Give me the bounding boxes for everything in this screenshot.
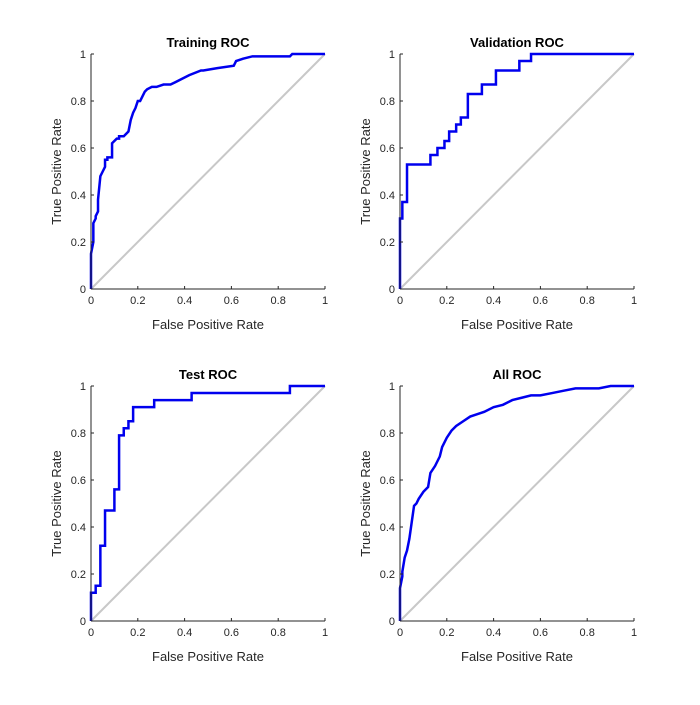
- chart-title: Training ROC: [166, 35, 250, 50]
- y-tick-label: 0.8: [380, 96, 395, 108]
- y-tick-label: 0.6: [71, 143, 86, 155]
- x-tick-label: 0.2: [130, 627, 145, 639]
- x-tick-label: 0.4: [486, 627, 501, 639]
- y-tick-label: 0.6: [380, 143, 395, 155]
- x-tick-label: 0.6: [533, 295, 548, 307]
- x-tick-label: 0: [397, 295, 403, 307]
- x-tick-label: 0: [397, 627, 403, 639]
- x-axis-label: False Positive Rate: [152, 317, 264, 332]
- y-axis-label: True Positive Rate: [49, 450, 64, 556]
- x-tick-label: 0.6: [224, 295, 239, 307]
- x-tick-label: 0: [88, 295, 94, 307]
- x-tick-label: 0.8: [580, 627, 595, 639]
- x-tick-label: 1: [322, 627, 328, 639]
- roc-panel-2: 0 0.2 0.4 0.6 0.8 1 0 0.2 0.4 0.6 0.8 1 Test ROC Fals…: [49, 367, 328, 664]
- y-tick-label: 0.4: [71, 190, 86, 202]
- y-tick-label: 0.8: [71, 96, 86, 108]
- y-tick-label: 0: [80, 284, 86, 296]
- x-tick-label: 0.2: [439, 295, 454, 307]
- y-tick-label: 1: [80, 381, 86, 393]
- x-tick-label: 0.2: [439, 627, 454, 639]
- x-tick-label: 0.2: [130, 295, 145, 307]
- x-tick-label: 0.8: [271, 627, 286, 639]
- y-axis-label: True Positive Rate: [358, 450, 373, 556]
- y-tick-label: 0.6: [71, 475, 86, 487]
- roc-curve-line: [398, 52, 634, 289]
- roc-panel-0: 0 0.2 0.4 0.6 0.8 1 0 0.2 0.4 0.6 0.8 1 Training ROC…: [49, 35, 328, 332]
- y-tick-label: 0.2: [71, 237, 86, 249]
- x-tick-label: 0.6: [533, 627, 548, 639]
- x-tick-label: 0: [88, 627, 94, 639]
- roc-panel-1: 0 0.2 0.4 0.6 0.8 1 0 0.2 0.4 0.6 0.8 1 Validation R…: [358, 35, 637, 332]
- y-axis-label: True Positive Rate: [358, 118, 373, 224]
- y-tick-label: 1: [80, 49, 86, 61]
- y-tick-label: 0.4: [380, 522, 395, 534]
- x-tick-label: 0.4: [486, 295, 501, 307]
- y-tick-label: 0: [80, 616, 86, 628]
- x-tick-label: 1: [322, 295, 328, 307]
- reference-diagonal-line: [90, 53, 326, 290]
- chart-title: Validation ROC: [470, 35, 565, 50]
- roc-curve-line: [89, 384, 325, 621]
- chart-title: All ROC: [492, 367, 542, 382]
- reference-diagonal-line: [399, 53, 635, 290]
- x-axis-label: False Positive Rate: [152, 649, 264, 664]
- reference-diagonal-line: [90, 385, 326, 622]
- y-tick-label: 0.4: [380, 190, 395, 202]
- y-tick-label: 0.6: [380, 475, 395, 487]
- x-tick-label: 0.8: [580, 295, 595, 307]
- chart-title: Test ROC: [179, 367, 238, 382]
- y-tick-label: 0.4: [71, 522, 86, 534]
- y-tick-label: 0: [389, 616, 395, 628]
- y-axis-label: True Positive Rate: [49, 118, 64, 224]
- x-tick-label: 0.6: [224, 627, 239, 639]
- reference-diagonal-line: [399, 385, 635, 622]
- x-tick-label: 0.8: [271, 295, 286, 307]
- x-axis-label: False Positive Rate: [461, 317, 573, 332]
- roc-curve-line: [398, 384, 634, 621]
- roc-curve-line: [89, 52, 325, 289]
- x-tick-label: 1: [631, 627, 637, 639]
- y-tick-label: 0: [389, 284, 395, 296]
- y-tick-label: 0.8: [71, 428, 86, 440]
- y-tick-label: 0.8: [380, 428, 395, 440]
- y-tick-label: 1: [389, 381, 395, 393]
- x-tick-label: 0.4: [177, 295, 192, 307]
- y-tick-label: 0.2: [380, 237, 395, 249]
- x-axis-label: False Positive Rate: [461, 649, 573, 664]
- y-tick-label: 0.2: [380, 569, 395, 581]
- y-tick-label: 1: [389, 49, 395, 61]
- x-tick-label: 0.4: [177, 627, 192, 639]
- x-tick-label: 1: [631, 295, 637, 307]
- roc-panel-3: 0 0.2 0.4 0.6 0.8 1 0 0.2 0.4 0.6 0.8 1 All ROC False…: [358, 367, 637, 664]
- y-tick-label: 0.2: [71, 569, 86, 581]
